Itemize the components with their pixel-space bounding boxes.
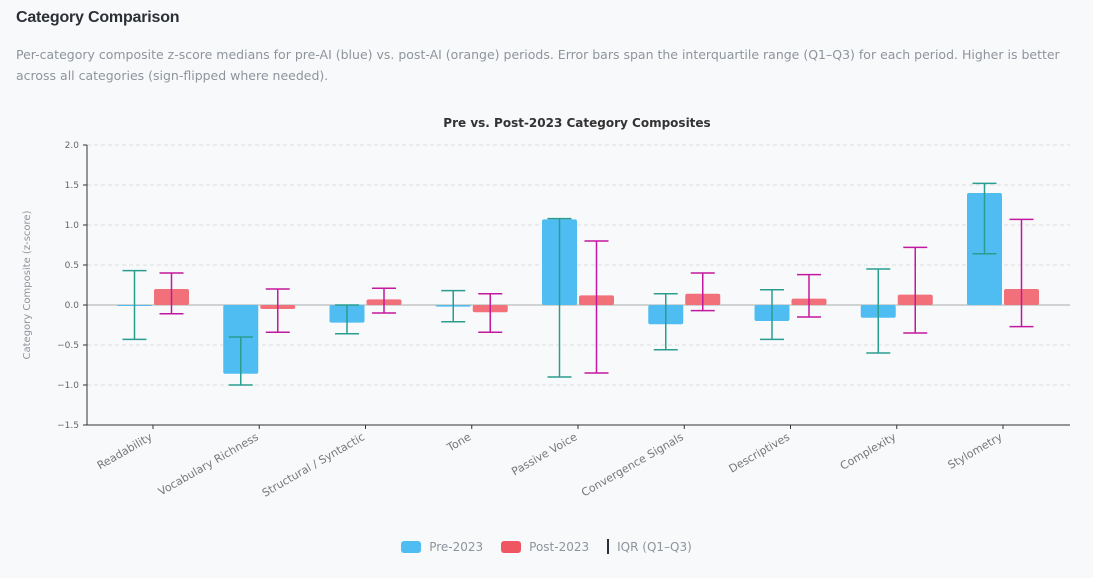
x-tick-label: Tone (444, 430, 473, 455)
x-tick-label: Convergence Signals (579, 430, 686, 499)
x-tick-label: Complexity (838, 430, 899, 473)
legend: Pre-2023 Post-2023 IQR (Q1–Q3) (0, 539, 1093, 554)
legend-item-iqr: IQR (Q1–Q3) (607, 539, 692, 554)
y-tick-label: 1.0 (65, 221, 80, 231)
x-tick-label: Structural / Syntactic (260, 430, 367, 499)
x-tick-label: Descriptives (727, 430, 793, 475)
y-axis-label: Category Composite (z-score) (22, 210, 33, 359)
x-tick-label: Passive Voice (509, 430, 579, 478)
legend-swatch-post (501, 540, 522, 553)
legend-swatch-pre (401, 540, 422, 553)
y-tick-label: −1.0 (57, 381, 79, 391)
page-title: Category Comparison (16, 9, 180, 26)
page-description: Per-category composite z-score medians f… (16, 47, 1060, 83)
y-tick-label: 0.5 (65, 261, 79, 271)
y-tick-label: −1.5 (57, 421, 79, 431)
x-tick-label: Vocabulary Richness (156, 430, 261, 498)
chart-title: Pre vs. Post-2023 Category Composites (443, 116, 710, 130)
legend-label-post: Post-2023 (529, 539, 590, 554)
legend-label-iqr: IQR (Q1–Q3) (617, 539, 692, 554)
legend-item-pre[interactable]: Pre-2023 (401, 540, 483, 554)
y-tick-label: −0.5 (57, 341, 79, 351)
legend-iqr-marker (607, 539, 610, 554)
y-tick-label: 0.0 (65, 301, 80, 311)
legend-item-post[interactable]: Post-2023 (501, 540, 589, 554)
legend-label-pre: Pre-2023 (429, 539, 484, 554)
x-tick-label: Stylometry (946, 430, 1005, 472)
y-tick-label: 1.5 (65, 181, 79, 191)
y-tick-label: 2.0 (65, 141, 80, 151)
x-tick-label: Readability (95, 430, 155, 472)
